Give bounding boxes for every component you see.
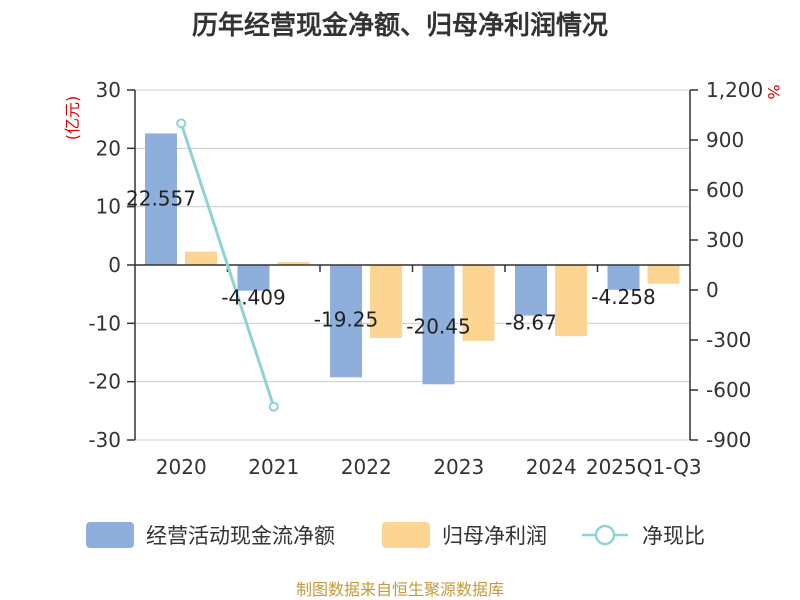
legend-swatch-ratio-marker [594, 524, 616, 546]
cash-flow-data-label: -8.67 [505, 311, 557, 335]
data-labels: 22.557 -4.409 -19.25 -20.45 -8.67 -4.258 [126, 186, 656, 338]
right-tick-label: -600 [706, 378, 751, 402]
cash-flow-data-label: -4.409 [221, 286, 285, 310]
source-note: 制图数据来自恒生聚源数据库 [296, 580, 504, 599]
left-tick-label: 10 [96, 195, 121, 219]
legend: 经营活动现金流净额 归母净利润 净现比 [86, 522, 705, 548]
x-tick-label: 2023 [433, 455, 484, 479]
right-tick-label: 900 [706, 128, 744, 152]
bars [145, 133, 680, 385]
left-tick-label: -20 [88, 370, 121, 394]
cash-flow-bar [607, 265, 640, 290]
cash-flow-data-label: -4.258 [591, 285, 655, 309]
cash-flow-data-label: -19.25 [314, 307, 378, 331]
chart-title: 历年经营现金净额、归母净利润情况 [192, 10, 608, 41]
ratio-point [268, 401, 279, 412]
cash-flow-bar [145, 133, 177, 265]
left-axis-unit: (亿元) [63, 96, 82, 141]
left-tick-label: -30 [88, 428, 121, 452]
legend-swatch-profit [382, 522, 430, 548]
x-tick-label: 2021 [248, 455, 299, 479]
left-tick-label: -10 [88, 311, 121, 335]
left-tick-label: 20 [96, 136, 121, 160]
net-profit-bar [555, 265, 587, 337]
left-tick-label: 0 [108, 253, 121, 277]
right-tick-label: -900 [706, 428, 751, 452]
ratio-line-path [179, 122, 276, 408]
legend-swatch-cash [86, 522, 134, 548]
net-profit-bar [370, 265, 402, 338]
right-tick-label: 1,200 [706, 78, 763, 102]
net-profit-bar [462, 265, 495, 341]
legend-label-profit: 归母净利润 [442, 524, 547, 548]
x-tick-label: 2025Q1-Q3 [586, 455, 702, 479]
axes [127, 89, 698, 441]
cash-flow-data-label: 22.557 [126, 186, 196, 210]
right-tick-label: -300 [706, 328, 751, 352]
cash-flow-bar [422, 265, 455, 385]
legend-label-ratio: 净现比 [642, 524, 705, 548]
tick-labels: 30 20 10 0 -10 -20 -30 1,200 900 600 300 0 -300 -600 -… [88, 78, 763, 479]
net-profit-bar [277, 262, 310, 265]
net-profit-bar [185, 251, 217, 265]
right-tick-label: 0 [706, 278, 719, 302]
right-axis-unit: % [764, 84, 783, 99]
left-tick-label: 30 [96, 78, 121, 102]
ratio-line [176, 118, 279, 412]
ratio-point [176, 118, 187, 129]
right-tick-label: 600 [706, 178, 744, 202]
cash-flow-bar [515, 265, 547, 316]
cash-flow-bar [330, 265, 362, 378]
x-tick-label: 2022 [341, 455, 392, 479]
right-tick-label: 300 [706, 228, 744, 252]
cash-flow-bar [237, 265, 270, 291]
x-tick-label: 2020 [156, 455, 207, 479]
x-tick-label: 2024 [526, 455, 577, 479]
legend-label-cash: 经营活动现金流净额 [146, 524, 335, 548]
cash-flow-data-label: -20.45 [406, 314, 470, 338]
net-profit-bar [647, 265, 680, 284]
